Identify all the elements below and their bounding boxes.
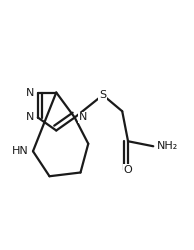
Text: HN: HN bbox=[12, 146, 29, 156]
Text: O: O bbox=[124, 165, 133, 175]
Text: N: N bbox=[26, 88, 34, 98]
Text: S: S bbox=[99, 90, 106, 100]
Text: NH₂: NH₂ bbox=[157, 141, 178, 151]
Text: N: N bbox=[26, 112, 34, 122]
Text: N: N bbox=[79, 112, 87, 122]
